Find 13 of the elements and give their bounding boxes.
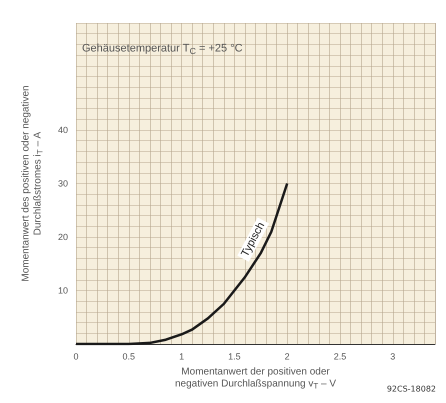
text: 92CS-18082 <box>386 384 436 394</box>
x-tick-label: 2.5 <box>334 352 346 362</box>
x-tick-label: 2 <box>284 352 290 362</box>
y-tick-label: 40 <box>58 125 68 135</box>
x-tick-label: 1 <box>179 352 184 362</box>
y-tick-label: 20 <box>58 232 68 242</box>
line-series <box>74 182 288 346</box>
x-tick-label: 1.5 <box>228 352 241 362</box>
x-tick-label: 0.5 <box>122 352 136 362</box>
x-tick-label: 3 <box>390 352 396 362</box>
y-tick-label: 30 <box>58 178 68 188</box>
x-tick-label: 0 <box>73 352 79 362</box>
y-tick-label: 10 <box>58 286 68 296</box>
